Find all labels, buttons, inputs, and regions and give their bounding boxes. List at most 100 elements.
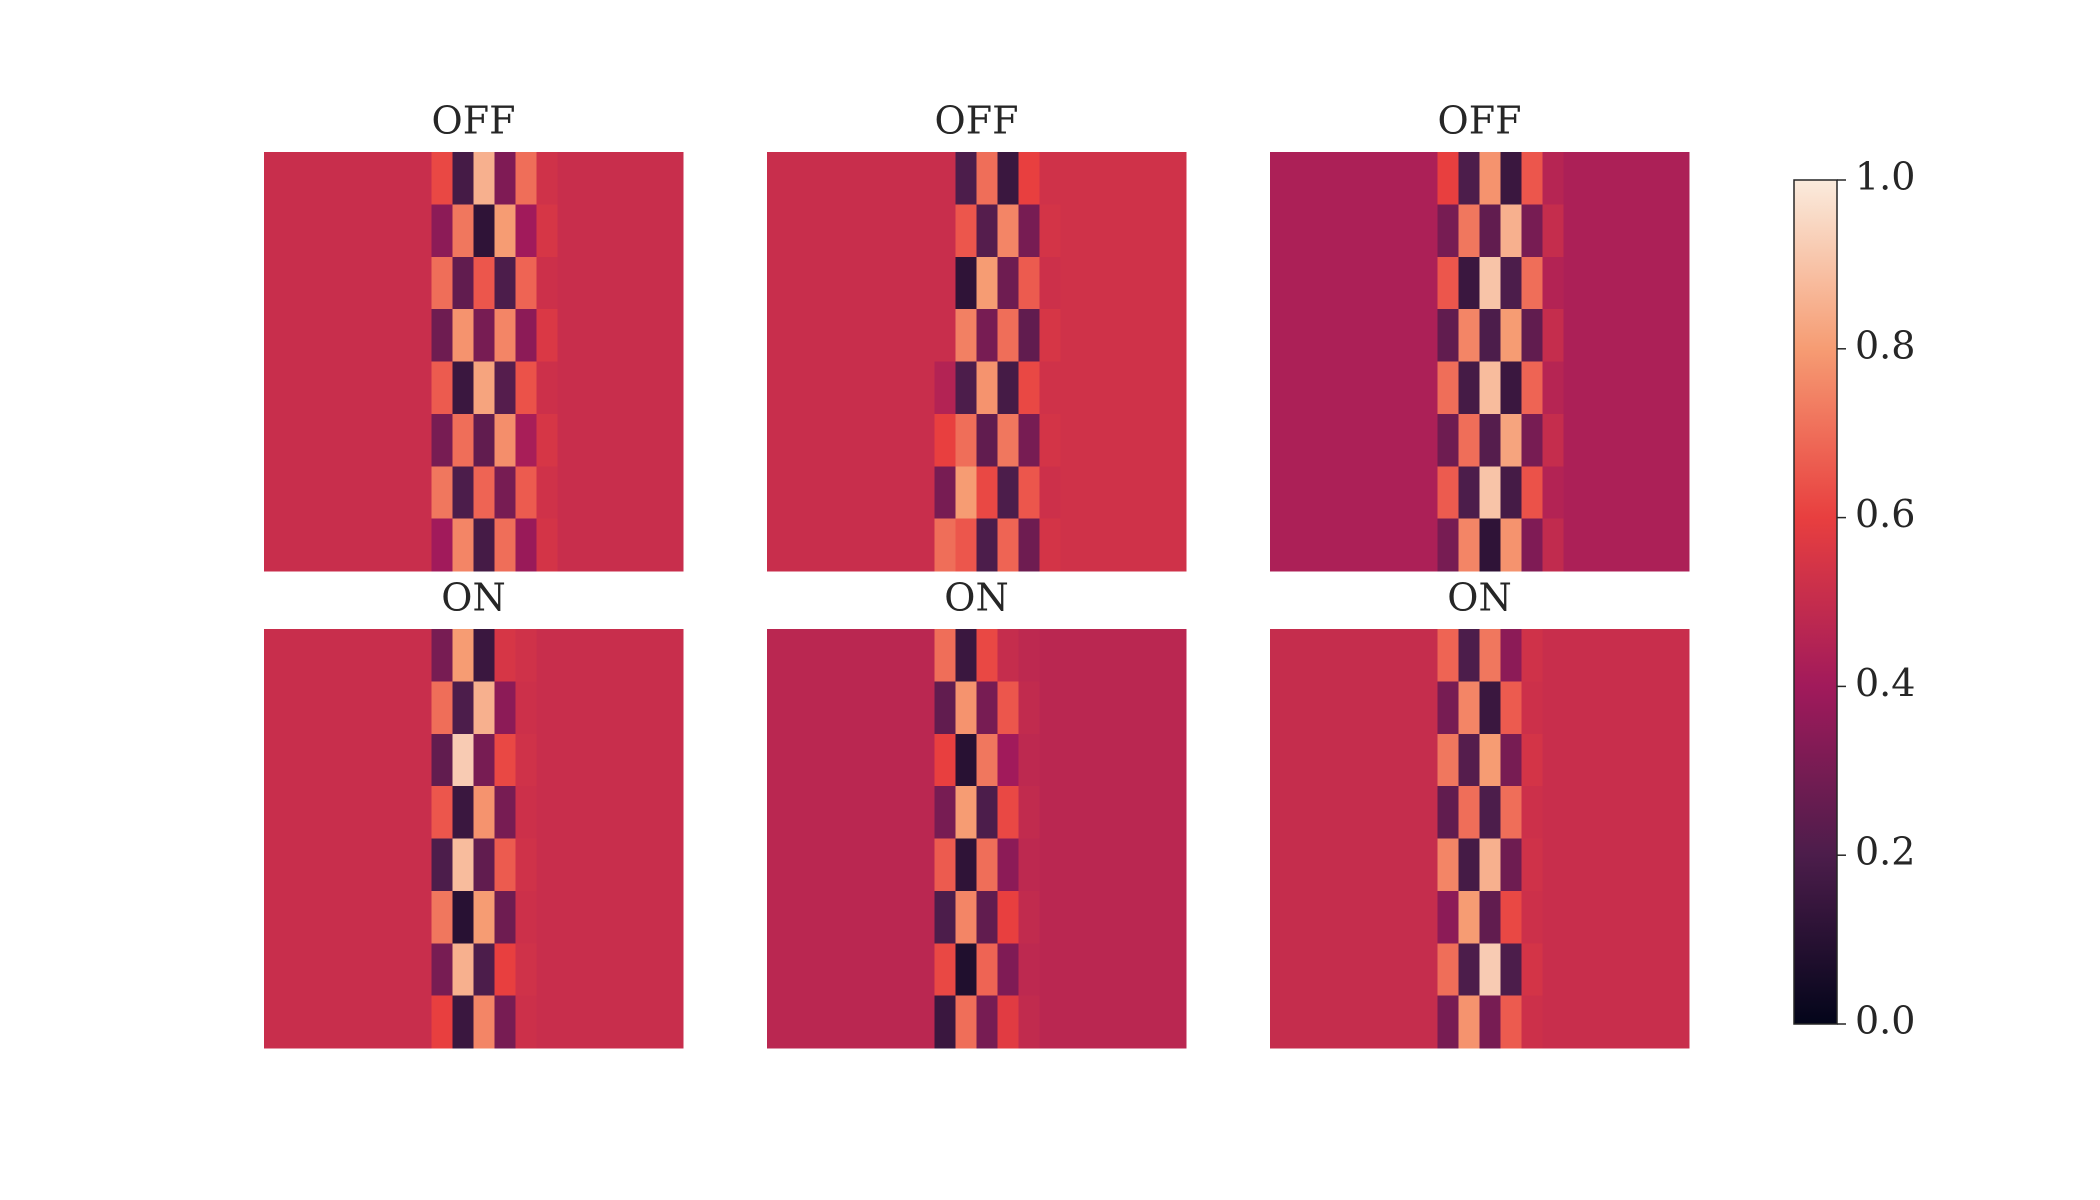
heatmap-cell — [892, 413, 915, 467]
heatmap-cell — [264, 629, 286, 682]
heatmap-cell — [1542, 518, 1564, 572]
heatmap-cell — [1123, 943, 1145, 997]
heatmap-cell — [934, 629, 957, 682]
heatmap-cell — [515, 995, 537, 1049]
heatmap-cell — [473, 152, 495, 205]
heatmap-cell — [494, 152, 516, 205]
heatmap-cell — [452, 152, 474, 205]
heatmap-cell — [1416, 733, 1439, 787]
heatmap-cell — [641, 361, 663, 415]
heatmap-cell — [787, 256, 810, 310]
heatmap-cell — [892, 838, 915, 892]
heatmap-cell — [410, 518, 433, 572]
heatmap-cell — [1395, 890, 1418, 944]
heatmap-cell — [305, 629, 328, 682]
heatmap-cell — [1374, 413, 1397, 467]
heatmap-cell — [1605, 309, 1627, 362]
heatmap-cell — [1102, 466, 1124, 520]
heatmap-cell — [599, 256, 621, 310]
heatmap-cell — [284, 152, 307, 205]
heatmap-cell — [1081, 361, 1103, 415]
heatmap-cell — [641, 256, 663, 310]
heatmap-cell — [557, 256, 579, 310]
heatmap-cell — [913, 309, 936, 362]
heatmap-cell — [1542, 204, 1564, 258]
heatmap-cell — [1039, 361, 1061, 415]
heatmap-cell — [1563, 152, 1585, 205]
heatmap-cell — [557, 204, 579, 258]
heatmap-cell — [1647, 361, 1669, 415]
heatmap-cell — [1123, 256, 1145, 310]
heatmap-cell — [536, 309, 558, 362]
heatmap-cell — [1311, 152, 1334, 205]
heatmap-cell — [1605, 152, 1627, 205]
heatmap-cell — [934, 309, 957, 362]
heatmap-cell — [578, 204, 600, 258]
heatmap-cell — [662, 733, 684, 787]
heatmap-cell — [1395, 943, 1418, 997]
heatmap-cell — [1521, 152, 1543, 205]
heatmap-cell — [1039, 309, 1061, 362]
heatmap-cell — [1144, 890, 1166, 944]
heatmap-cell — [1605, 733, 1627, 787]
heatmap-cell — [1521, 361, 1543, 415]
heatmap-cell — [599, 995, 621, 1049]
heatmap-cell — [599, 466, 621, 520]
heatmap-cell — [515, 309, 537, 362]
heatmap-cell — [1144, 786, 1166, 839]
heatmap-cell — [1395, 681, 1418, 735]
heatmap-cell — [892, 733, 915, 787]
heatmap-cell — [976, 413, 998, 467]
heatmap-cell — [1395, 309, 1418, 362]
heatmap-cell — [452, 361, 474, 415]
heatmap-cell — [808, 995, 831, 1049]
heatmap-cell — [1668, 152, 1690, 205]
colorbar-tick-label: 0.6 — [1855, 492, 1915, 536]
heatmap-cell — [1479, 786, 1501, 839]
heatmap-cell — [829, 995, 852, 1049]
heatmap-cell — [1605, 466, 1627, 520]
heatmap-cell — [1437, 943, 1460, 997]
heatmap-cell — [1479, 309, 1501, 362]
heatmap-cell — [1060, 309, 1082, 362]
heatmap-cell — [1332, 733, 1355, 787]
heatmap-cell — [264, 309, 286, 362]
heatmap-cell — [1123, 518, 1145, 572]
heatmap-cell — [1668, 995, 1690, 1049]
heatmap-cell — [284, 518, 307, 572]
heatmap-cell — [1018, 943, 1040, 997]
heatmap-cell — [892, 309, 915, 362]
heatmap-cell — [264, 943, 286, 997]
heatmap-cell — [1081, 466, 1103, 520]
heatmap-cell — [1605, 413, 1627, 467]
heatmap-cell — [536, 995, 558, 1049]
heatmap-cell — [955, 361, 977, 415]
heatmap-cell — [1332, 518, 1355, 572]
heatmap-cell — [305, 786, 328, 839]
heatmap-cell — [1458, 361, 1480, 415]
heatmap-cell — [1081, 309, 1103, 362]
heatmap-cell — [1018, 361, 1040, 415]
heatmap-cell — [1311, 256, 1334, 310]
heatmap-cell — [1018, 256, 1040, 310]
heatmap-cell — [1542, 995, 1564, 1049]
heatmap-cell — [1102, 361, 1124, 415]
heatmap-cell — [662, 629, 684, 682]
heatmap-cell — [1144, 629, 1166, 682]
heatmap-cell — [1102, 890, 1124, 944]
heatmap-cell — [264, 466, 286, 520]
heatmap-cell — [557, 309, 579, 362]
heatmap-cell — [1311, 681, 1334, 735]
heatmap-cell — [1290, 995, 1313, 1049]
heatmap-cell — [1647, 466, 1669, 520]
heatmap-cell — [976, 518, 998, 572]
heatmap-cell — [787, 681, 810, 735]
heatmap-cell — [1039, 786, 1061, 839]
heatmap-cell — [1270, 518, 1292, 572]
heatmap-cell — [326, 890, 349, 944]
heatmap-cell — [1416, 466, 1439, 520]
heatmap-cell — [557, 681, 579, 735]
heatmap-cell — [1290, 309, 1313, 362]
heatmap-cell — [305, 361, 328, 415]
heatmap-cell — [1165, 466, 1187, 520]
